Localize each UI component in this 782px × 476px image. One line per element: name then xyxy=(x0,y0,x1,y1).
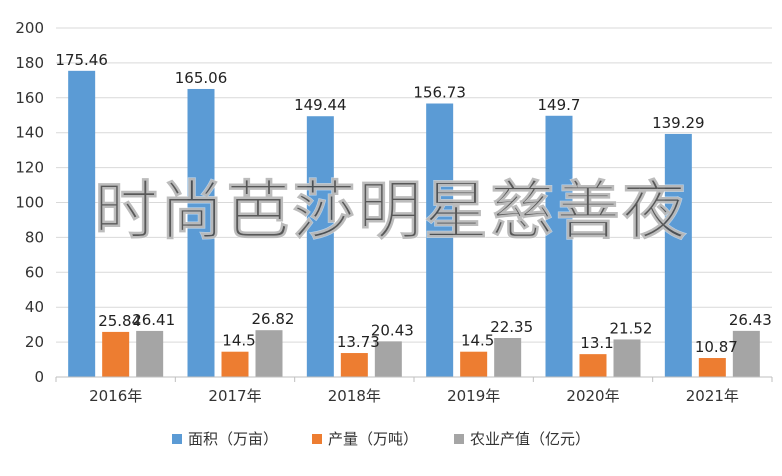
x-tick-label: 2021年 xyxy=(686,387,739,405)
bar xyxy=(136,330,164,377)
data-label: 175.46 xyxy=(55,51,108,69)
gridlines xyxy=(56,27,772,343)
y-tick-label: 80 xyxy=(25,228,44,246)
legend-swatch xyxy=(454,434,464,444)
bar xyxy=(187,88,215,377)
data-label: 25.84 xyxy=(98,312,141,330)
data-label: 20.43 xyxy=(371,321,414,339)
data-label: 26.43 xyxy=(729,311,772,329)
bar xyxy=(426,103,454,377)
legend-swatch xyxy=(172,434,182,444)
data-label: 149.44 xyxy=(294,96,347,114)
y-tick-label: 20 xyxy=(25,333,44,351)
bars xyxy=(68,70,760,377)
data-label: 14.5 xyxy=(461,332,494,350)
legend-label: 面积（万亩） xyxy=(188,430,278,448)
x-tick-label: 2018年 xyxy=(328,387,381,405)
y-tick-label: 160 xyxy=(15,89,44,107)
bar xyxy=(545,115,573,377)
data-label: 139.29 xyxy=(652,114,705,132)
y-tick-label: 180 xyxy=(15,54,44,72)
data-label: 14.5 xyxy=(222,332,255,350)
x-axis: 2016年 2017年 2018年 2019年 2020年 2021年 xyxy=(55,376,773,405)
y-tick-label: 120 xyxy=(15,159,44,177)
data-label: 13.1 xyxy=(580,334,613,352)
y-tick-label: 140 xyxy=(15,124,44,142)
y-tick-label: 60 xyxy=(25,263,44,281)
y-tick-label: 100 xyxy=(15,194,44,212)
legend-label: 农业产值（亿元） xyxy=(470,430,590,448)
x-tick-label: 2020年 xyxy=(566,387,619,405)
bar xyxy=(340,353,368,377)
y-axis-tick-labels: 0 20 40 60 80 100 120 140 160 180 200 xyxy=(15,19,44,386)
bar xyxy=(732,330,760,377)
bar xyxy=(221,351,249,377)
legend-swatch xyxy=(312,434,322,444)
data-label: 156.73 xyxy=(413,84,466,102)
bar xyxy=(664,133,692,377)
bar xyxy=(255,330,283,377)
bar xyxy=(613,339,641,377)
data-label: 10.87 xyxy=(695,338,738,356)
data-label: 26.82 xyxy=(252,310,295,328)
watermark-overlay-text: 时尚芭莎明星慈善夜 xyxy=(94,175,688,250)
data-label: 21.52 xyxy=(610,319,653,337)
data-label: 22.35 xyxy=(490,318,533,336)
bar xyxy=(494,337,522,377)
data-label: 165.06 xyxy=(175,69,228,87)
y-tick-label: 200 xyxy=(15,19,44,37)
bar xyxy=(102,331,130,377)
bar xyxy=(68,70,96,377)
x-tick-label: 2017年 xyxy=(208,387,261,405)
bar xyxy=(698,358,726,377)
bar xyxy=(306,116,334,377)
bar xyxy=(579,354,607,377)
data-label: 149.7 xyxy=(538,96,581,114)
data-label: 26.41 xyxy=(132,311,175,329)
legend-label: 产量（万吨） xyxy=(328,430,418,448)
legend: 面积（万亩） 产量（万吨） 农业产值（亿元） xyxy=(172,430,590,448)
data-label: 13.73 xyxy=(337,333,380,351)
y-tick-label: 40 xyxy=(25,298,44,316)
x-tick-label: 2019年 xyxy=(447,387,500,405)
x-tick-label: 2016年 xyxy=(89,387,142,405)
bar xyxy=(460,351,488,377)
bar xyxy=(374,341,402,377)
y-tick-label: 0 xyxy=(34,368,44,386)
